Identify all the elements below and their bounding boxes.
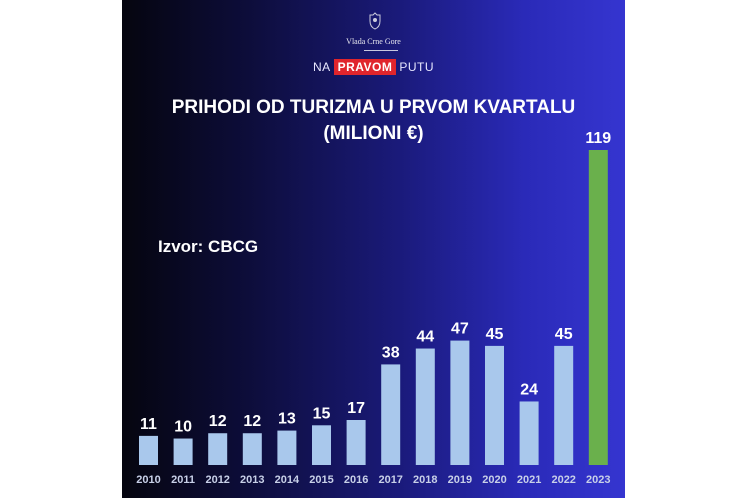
x-tick-label-2018: 2018 bbox=[413, 474, 437, 486]
x-tick-label-2021: 2021 bbox=[517, 474, 541, 486]
data-label-2020: 45 bbox=[486, 326, 504, 343]
x-tick-label-2022: 2022 bbox=[551, 474, 575, 486]
x-tick-label-2014: 2014 bbox=[275, 474, 300, 486]
x-tick-label-2012: 2012 bbox=[205, 474, 229, 486]
coat-of-arms-icon bbox=[369, 12, 381, 30]
data-label-2022: 45 bbox=[555, 326, 573, 343]
data-label-2015: 15 bbox=[313, 405, 331, 422]
x-tick-label-2010: 2010 bbox=[136, 474, 160, 486]
x-tick-label-2015: 2015 bbox=[309, 474, 333, 486]
data-label-2019: 47 bbox=[451, 321, 469, 338]
bar-2022 bbox=[554, 345, 574, 465]
bar-2010 bbox=[139, 435, 158, 465]
bar-2017 bbox=[381, 364, 401, 465]
x-tick-label-2020: 2020 bbox=[482, 474, 506, 486]
data-label-2014: 13 bbox=[278, 411, 296, 428]
x-tick-label-2017: 2017 bbox=[378, 474, 402, 486]
bar-2012 bbox=[208, 433, 228, 465]
bar-2016 bbox=[346, 420, 366, 465]
bar-2020 bbox=[485, 345, 504, 465]
chart-panel: Vlada Crne Gore NA PRAVOM PUTU PRIHODI OD … bbox=[122, 0, 625, 498]
x-tick-label-2011: 2011 bbox=[171, 474, 195, 486]
chart-title: PRIHODI OD TURIZMA U PRVOM KVARTALU bbox=[171, 97, 576, 118]
bar-2019 bbox=[450, 340, 470, 465]
bar-2011 bbox=[173, 438, 193, 465]
slogan: NA PRAVOM PUTU bbox=[122, 59, 625, 75]
data-label-2013: 12 bbox=[243, 413, 261, 430]
x-tick-label-2023: 2023 bbox=[586, 474, 610, 486]
data-label-2016: 17 bbox=[347, 400, 365, 417]
data-label-2018: 44 bbox=[416, 329, 434, 346]
bar-2023 bbox=[588, 150, 608, 465]
source-note: Izvor: CBCG bbox=[158, 237, 259, 256]
data-label-2021: 24 bbox=[520, 381, 538, 398]
data-label-2011: 10 bbox=[174, 419, 192, 436]
data-label-2012: 12 bbox=[209, 413, 227, 430]
slogan-highlight: PRAVOM bbox=[333, 59, 397, 75]
data-label-2017: 38 bbox=[382, 344, 400, 361]
chart-subtitle: (MILIONI €) bbox=[323, 123, 424, 144]
slogan-post: PUTU bbox=[399, 60, 435, 74]
data-label-2010: 11 bbox=[140, 416, 157, 433]
x-tick-label-2013: 2013 bbox=[240, 474, 264, 486]
bar-2015 bbox=[312, 425, 331, 465]
bar-chart: 11 2010 10 2011 12 2012 12 2013 13 2014 15 2015 17 20… bbox=[136, 130, 611, 486]
bar-2018 bbox=[415, 348, 435, 465]
x-tick-label-2019: 2019 bbox=[448, 474, 472, 486]
slogan-pre: NA bbox=[312, 60, 331, 74]
data-label-2023: 119 bbox=[585, 130, 611, 147]
government-logo-text: Vlada Crne Gore bbox=[346, 37, 401, 46]
bar-2021 bbox=[519, 401, 539, 465]
bar-2014 bbox=[277, 430, 297, 465]
x-tick-label-2016: 2016 bbox=[344, 474, 368, 486]
bar-2013 bbox=[242, 433, 262, 465]
logo-divider bbox=[364, 50, 398, 51]
